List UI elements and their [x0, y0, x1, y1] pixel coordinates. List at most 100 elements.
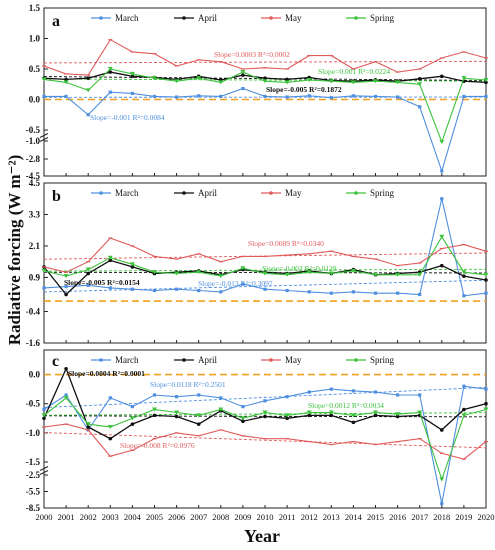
- data-point-spring: [461, 76, 467, 81]
- data-point-spring: [85, 88, 91, 93]
- trend-annotation-may: Slope=0.0089 R²=0.0340: [248, 239, 324, 248]
- data-point-march: [241, 405, 245, 409]
- trend-annotation-april: Slope=-0.005 R²=0.1872: [266, 85, 342, 94]
- data-point-april: [108, 70, 113, 74]
- data-point-march: [285, 288, 289, 293]
- data-point-march: [64, 285, 68, 289]
- y-tick-label: 3.3: [29, 209, 41, 219]
- data-point-march: [396, 393, 400, 397]
- y-tick-label: 0.0: [29, 95, 41, 105]
- data-point-april: [130, 74, 135, 79]
- data-point-march: [130, 287, 134, 291]
- y-tick-label: -8.5: [26, 503, 41, 513]
- data-point-spring: [196, 270, 202, 275]
- data-point-spring: [373, 410, 378, 415]
- data-point-spring: [439, 140, 445, 144]
- trend-annotation-april: Slope=-0.005 R²=0.0154: [64, 278, 140, 287]
- y-tick-label: -1.6: [26, 338, 41, 348]
- data-point-spring: [174, 271, 180, 276]
- data-point-march: [219, 94, 223, 99]
- legend-marker: [269, 358, 273, 362]
- data-point-march: [329, 291, 333, 295]
- legend-marker: [182, 358, 186, 362]
- data-point-march: [108, 90, 112, 94]
- legend-label-april: April: [198, 355, 217, 365]
- y-tick-label: 1.5: [29, 3, 41, 13]
- data-point-march: [418, 105, 422, 109]
- data-point-april: [86, 425, 90, 429]
- data-point-april: [395, 414, 400, 419]
- data-point-spring: [417, 410, 423, 415]
- trend-line-march: [43, 386, 487, 408]
- y-tick-label: -0.5: [26, 399, 41, 409]
- data-point-march: [484, 291, 488, 295]
- x-tick-label: 2009: [234, 512, 251, 522]
- data-point-march: [197, 288, 201, 293]
- legend-label-spring: Spring: [370, 13, 395, 23]
- data-point-march: [42, 286, 46, 290]
- data-point-april: [130, 422, 135, 426]
- data-point-spring: [439, 234, 445, 239]
- data-point-march: [175, 395, 179, 399]
- data-point-spring: [129, 71, 135, 76]
- legend-label-spring: Spring: [370, 188, 395, 198]
- legend-marker: [99, 358, 103, 362]
- x-tick-label: 2012: [301, 512, 318, 522]
- data-point-april: [64, 366, 68, 371]
- panel-b: 4.5 3.3 2.1 0.9 -0.4 -1.6 March April May Spring b…: [26, 178, 489, 348]
- x-tick-label: 2011: [279, 512, 296, 522]
- x-tick-label: 2008: [212, 512, 229, 522]
- data-point-spring: [373, 272, 378, 277]
- data-point-spring: [328, 410, 334, 415]
- legend-label-may: May: [285, 13, 302, 23]
- data-point-april: [329, 413, 334, 418]
- y-tick-label: -1.0: [26, 428, 41, 438]
- data-point-spring: [350, 268, 356, 273]
- x-tick-label: 2002: [80, 512, 97, 522]
- data-point-march: [440, 502, 444, 506]
- data-point-spring: [107, 425, 113, 430]
- y-tick-label: 1.0: [29, 34, 41, 44]
- axis-break-mark: [39, 133, 49, 138]
- data-point-spring: [85, 267, 91, 272]
- data-point-march: [440, 169, 444, 173]
- data-point-march: [373, 390, 378, 394]
- data-point-march: [351, 290, 355, 294]
- data-point-spring: [196, 413, 202, 418]
- data-point-march: [329, 96, 333, 100]
- data-point-spring: [483, 272, 489, 277]
- data-point-spring: [373, 79, 378, 84]
- data-point-march: [219, 290, 223, 294]
- trend-annotation-spring: Slope=0.001 R²=0.0224: [318, 67, 390, 76]
- data-point-april: [285, 416, 289, 421]
- trend-annotation-spring: Slope=-0.003 R²=0.0128: [262, 264, 337, 273]
- data-point-april: [484, 80, 488, 85]
- data-point-april: [351, 420, 356, 425]
- data-point-april: [440, 428, 444, 432]
- data-point-spring: [328, 271, 334, 276]
- data-point-spring: [41, 77, 47, 82]
- data-point-march: [396, 291, 400, 295]
- y-tick-label: -0.4: [26, 307, 41, 317]
- data-point-spring: [85, 422, 91, 427]
- data-point-march: [396, 95, 400, 99]
- data-point-april: [64, 292, 68, 297]
- x-axis-title: Year: [244, 526, 280, 546]
- data-point-april: [484, 401, 488, 406]
- data-point-april: [86, 76, 90, 80]
- legend-marker: [99, 191, 103, 195]
- panel-c: 0.0 -0.5 -1.0 -1.5 -2.5 -5.5 -8.5 March April May…: [26, 349, 489, 513]
- data-point-march: [373, 291, 378, 295]
- data-point-march: [307, 94, 311, 98]
- data-point-spring: [41, 413, 47, 418]
- data-point-spring: [306, 77, 312, 82]
- trend-annotation-march: Slope=0.0118 R²=0.2501: [150, 380, 226, 389]
- trend-line-march: [43, 279, 487, 293]
- x-tick-label: 2015: [367, 512, 384, 522]
- data-point-march: [462, 94, 466, 99]
- trend-line-may: [43, 432, 487, 449]
- data-point-march: [197, 393, 201, 397]
- trend-line-spring: [43, 268, 487, 272]
- x-tick-label: 2001: [58, 512, 75, 522]
